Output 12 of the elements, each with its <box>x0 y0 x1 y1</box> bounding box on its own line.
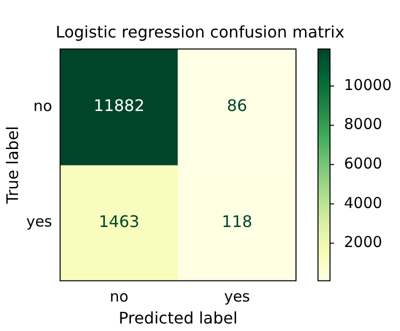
x-axis-title: Predicted label <box>118 308 238 328</box>
y-axis-title: True label <box>2 126 22 205</box>
color-bar-label: 4000 <box>344 194 382 212</box>
color-bar-label: 2000 <box>344 233 382 252</box>
chart-title: Logistic regression confusion matrix <box>56 22 344 42</box>
data-label: 1463 <box>98 212 140 232</box>
data-label: 86 <box>226 96 248 116</box>
data-label: 118 <box>222 212 252 232</box>
color-bar-label: 10000 <box>344 76 392 94</box>
color-bar-label: 6000 <box>344 154 382 172</box>
data-label: 11882 <box>94 96 145 116</box>
color-bar-label: 8000 <box>344 115 382 134</box>
